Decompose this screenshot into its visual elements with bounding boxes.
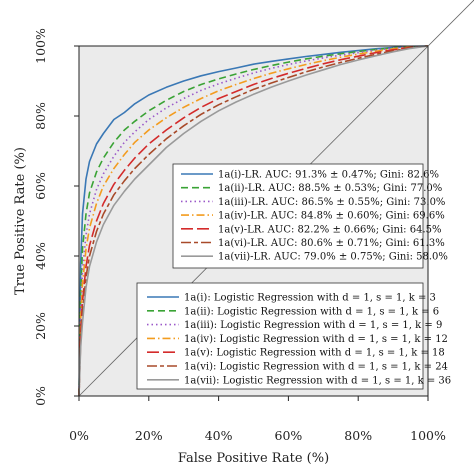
legend-auc-label-i: 1a(i)-LR. AUC: 91.3% ± 0.47%; Gini: 82.6…: [218, 170, 439, 181]
legend-auc-label-iv: 1a(iv)-LR. AUC: 84.8% ± 0.60%; Gini: 69.…: [218, 211, 445, 222]
roc-curves: [78, 45, 429, 397]
roc-curve-vii: [78, 45, 429, 397]
roc-curve-vi: [78, 45, 429, 397]
y-tick-label: 80%: [33, 102, 48, 130]
legend-models-label-i: 1a(i): Logistic Regression with d = 1, s…: [184, 293, 436, 304]
legend-models-label-vi: 1a(vi): Logistic Regression with d = 1, …: [184, 362, 448, 373]
roc-curve-iii: [78, 45, 429, 397]
y-tick-label: 100%: [33, 28, 48, 64]
legend-auc-label-vi: 1a(vi)-LR. AUC: 80.6% ± 0.71%; Gini: 61.…: [218, 238, 445, 249]
y-tick-label: 0%: [33, 386, 48, 406]
legend-auc-label-v: 1a(v)-LR. AUC: 82.2% ± 0.66%; Gini: 64.5…: [218, 224, 442, 235]
legend-auc-box: [172, 163, 424, 269]
axes: 0% 20% 40% 60% 80% 100% 0% 20% 40% 60% 80% 100% Fals…: [13, 28, 446, 466]
y-tick-label: 60%: [33, 172, 48, 200]
x-tick-label: 20%: [135, 428, 163, 443]
legend-auc-label-iii: 1a(iii)-LR. AUC: 86.5% ± 0.55%; Gini: 73…: [218, 197, 445, 208]
legend-models-label-iii: 1a(iii): Logistic Regression with d = 1,…: [184, 320, 442, 331]
legend-auc-label-ii: 1a(ii)-LR. AUC: 88.5% ± 0.53%; Gini: 77.…: [218, 183, 442, 194]
x-tick-label: 100%: [410, 428, 446, 443]
x-tick-label: 0%: [69, 428, 89, 443]
legend-models-label-v: 1a(v): Logistic Regression with d = 1, s…: [184, 348, 445, 359]
legend-models-label-vii: 1a(vii): Logistic Regression with d = 1,…: [184, 375, 451, 386]
x-axis-label: False Positive Rate (%): [178, 451, 329, 466]
legend-models-label-ii: 1a(ii): Logistic Regression with d = 1, …: [184, 306, 439, 317]
y-tick-label: 40%: [33, 242, 48, 270]
y-axis-label: True Positive Rate (%): [13, 147, 28, 295]
legend-models-label-iv: 1a(iv): Logistic Regression with d = 1, …: [184, 334, 448, 345]
legend-models: 1a(i): Logistic Regression with d = 1, s…: [136, 282, 451, 390]
x-tick-label: 60%: [275, 428, 303, 443]
roc-curve-i: [78, 45, 429, 397]
y-tick-label: 20%: [33, 312, 48, 340]
legend-auc: 1a(i)-LR. AUC: 91.3% ± 0.47%; Gini: 82.6…: [172, 163, 448, 269]
roc-curve-iv: [78, 45, 429, 397]
plot-frame: [78, 45, 429, 397]
legend-auc-label-vii: 1a(vii)-LR. AUC: 79.0% ± 0.75%; Gini: 58…: [218, 252, 448, 263]
legend-models-box: [136, 282, 424, 390]
x-tick-label: 80%: [344, 428, 372, 443]
roc-curve-ii: [78, 45, 429, 397]
x-tick-label: 40%: [205, 428, 233, 443]
